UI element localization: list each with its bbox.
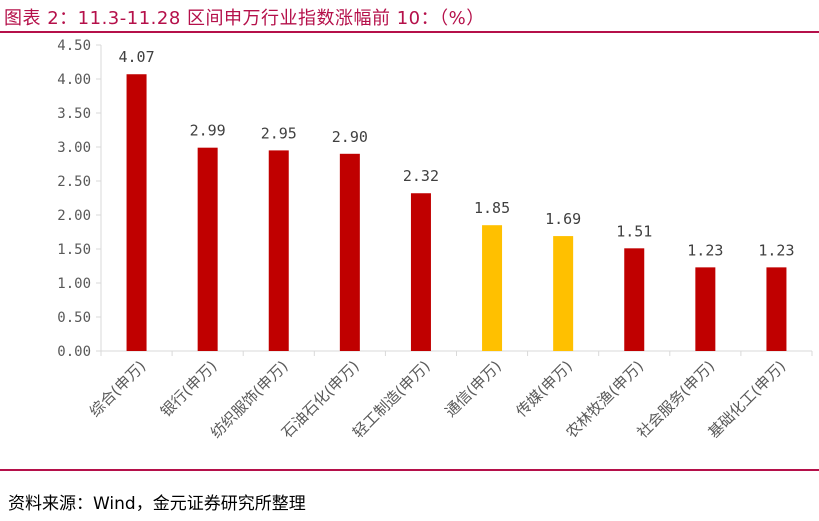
- bar: [410, 193, 431, 351]
- y-tick-label: 2.50: [57, 174, 91, 190]
- x-tick-label: 通信(申万): [441, 357, 504, 420]
- source-note: 资料来源：Wind，金元证券研究所整理: [8, 494, 306, 514]
- data-label: 2.99: [190, 122, 226, 140]
- data-label: 1.23: [687, 241, 723, 259]
- y-tick-label: 2.00: [57, 208, 91, 224]
- y-tick-label: 3.50: [57, 106, 91, 122]
- y-tick-label: 4.00: [57, 72, 91, 88]
- x-axis: [100, 350, 813, 356]
- data-label: 1.69: [545, 210, 581, 228]
- bar: [126, 74, 147, 352]
- bottom-divider: [0, 469, 819, 471]
- bar: [268, 150, 289, 351]
- chart-title: 图表 2：11.3-11.28 区间申万行业指数涨幅前 10：（%）: [4, 8, 485, 29]
- x-tick-label: 传媒(申万): [513, 357, 576, 420]
- y-tick-label: 0.00: [57, 344, 91, 360]
- y-tick-label: 0.50: [57, 310, 91, 326]
- y-tick-label: 4.50: [57, 38, 91, 54]
- bar: [197, 147, 218, 351]
- value-labels: 4.07 2.99 2.95 2.90 2.32 1.85 1.69 1.51 1.23 1.23: [118, 48, 794, 259]
- y-tick-label: 3.00: [57, 140, 91, 156]
- bar-chart: 0.00 0.50 1.00 1.50 2.00 2.50 3.00 3.50 4.00 4.50…: [57, 38, 813, 442]
- bar: [695, 267, 716, 351]
- y-tick-label: 1.50: [57, 242, 91, 258]
- data-label: 2.90: [332, 128, 368, 146]
- x-tick-labels: 综合(申万) 银行(申万)纺织服饰(申万)石油石化(申万)轻工制造(申万) 通信(申…: [86, 357, 789, 442]
- y-tick-label: 1.00: [57, 276, 91, 292]
- data-label: 2.32: [403, 167, 439, 185]
- data-label: 4.07: [118, 48, 154, 66]
- data-label: 2.95: [261, 124, 297, 142]
- bar: [482, 225, 503, 351]
- chart-area: 0.00 0.50 1.00 1.50 2.00 2.50 3.00 3.50 4.00 4.50…: [0, 33, 819, 468]
- data-label: 1.51: [616, 222, 652, 240]
- bar: [553, 236, 574, 351]
- data-label: 1.85: [474, 199, 510, 217]
- x-tick-label: 银行(申万): [157, 357, 220, 420]
- bar: [624, 248, 645, 351]
- y-axis: 0.00 0.50 1.00 1.50 2.00 2.50 3.00 3.50 4.00 4.50: [57, 38, 102, 360]
- title-bar: 图表 2：11.3-11.28 区间申万行业指数涨幅前 10：（%）: [0, 0, 819, 33]
- bar: [339, 153, 360, 351]
- x-tick-label: 综合(申万): [86, 357, 149, 420]
- bar: [766, 267, 787, 351]
- data-label: 1.23: [758, 241, 794, 259]
- bars: [126, 74, 787, 352]
